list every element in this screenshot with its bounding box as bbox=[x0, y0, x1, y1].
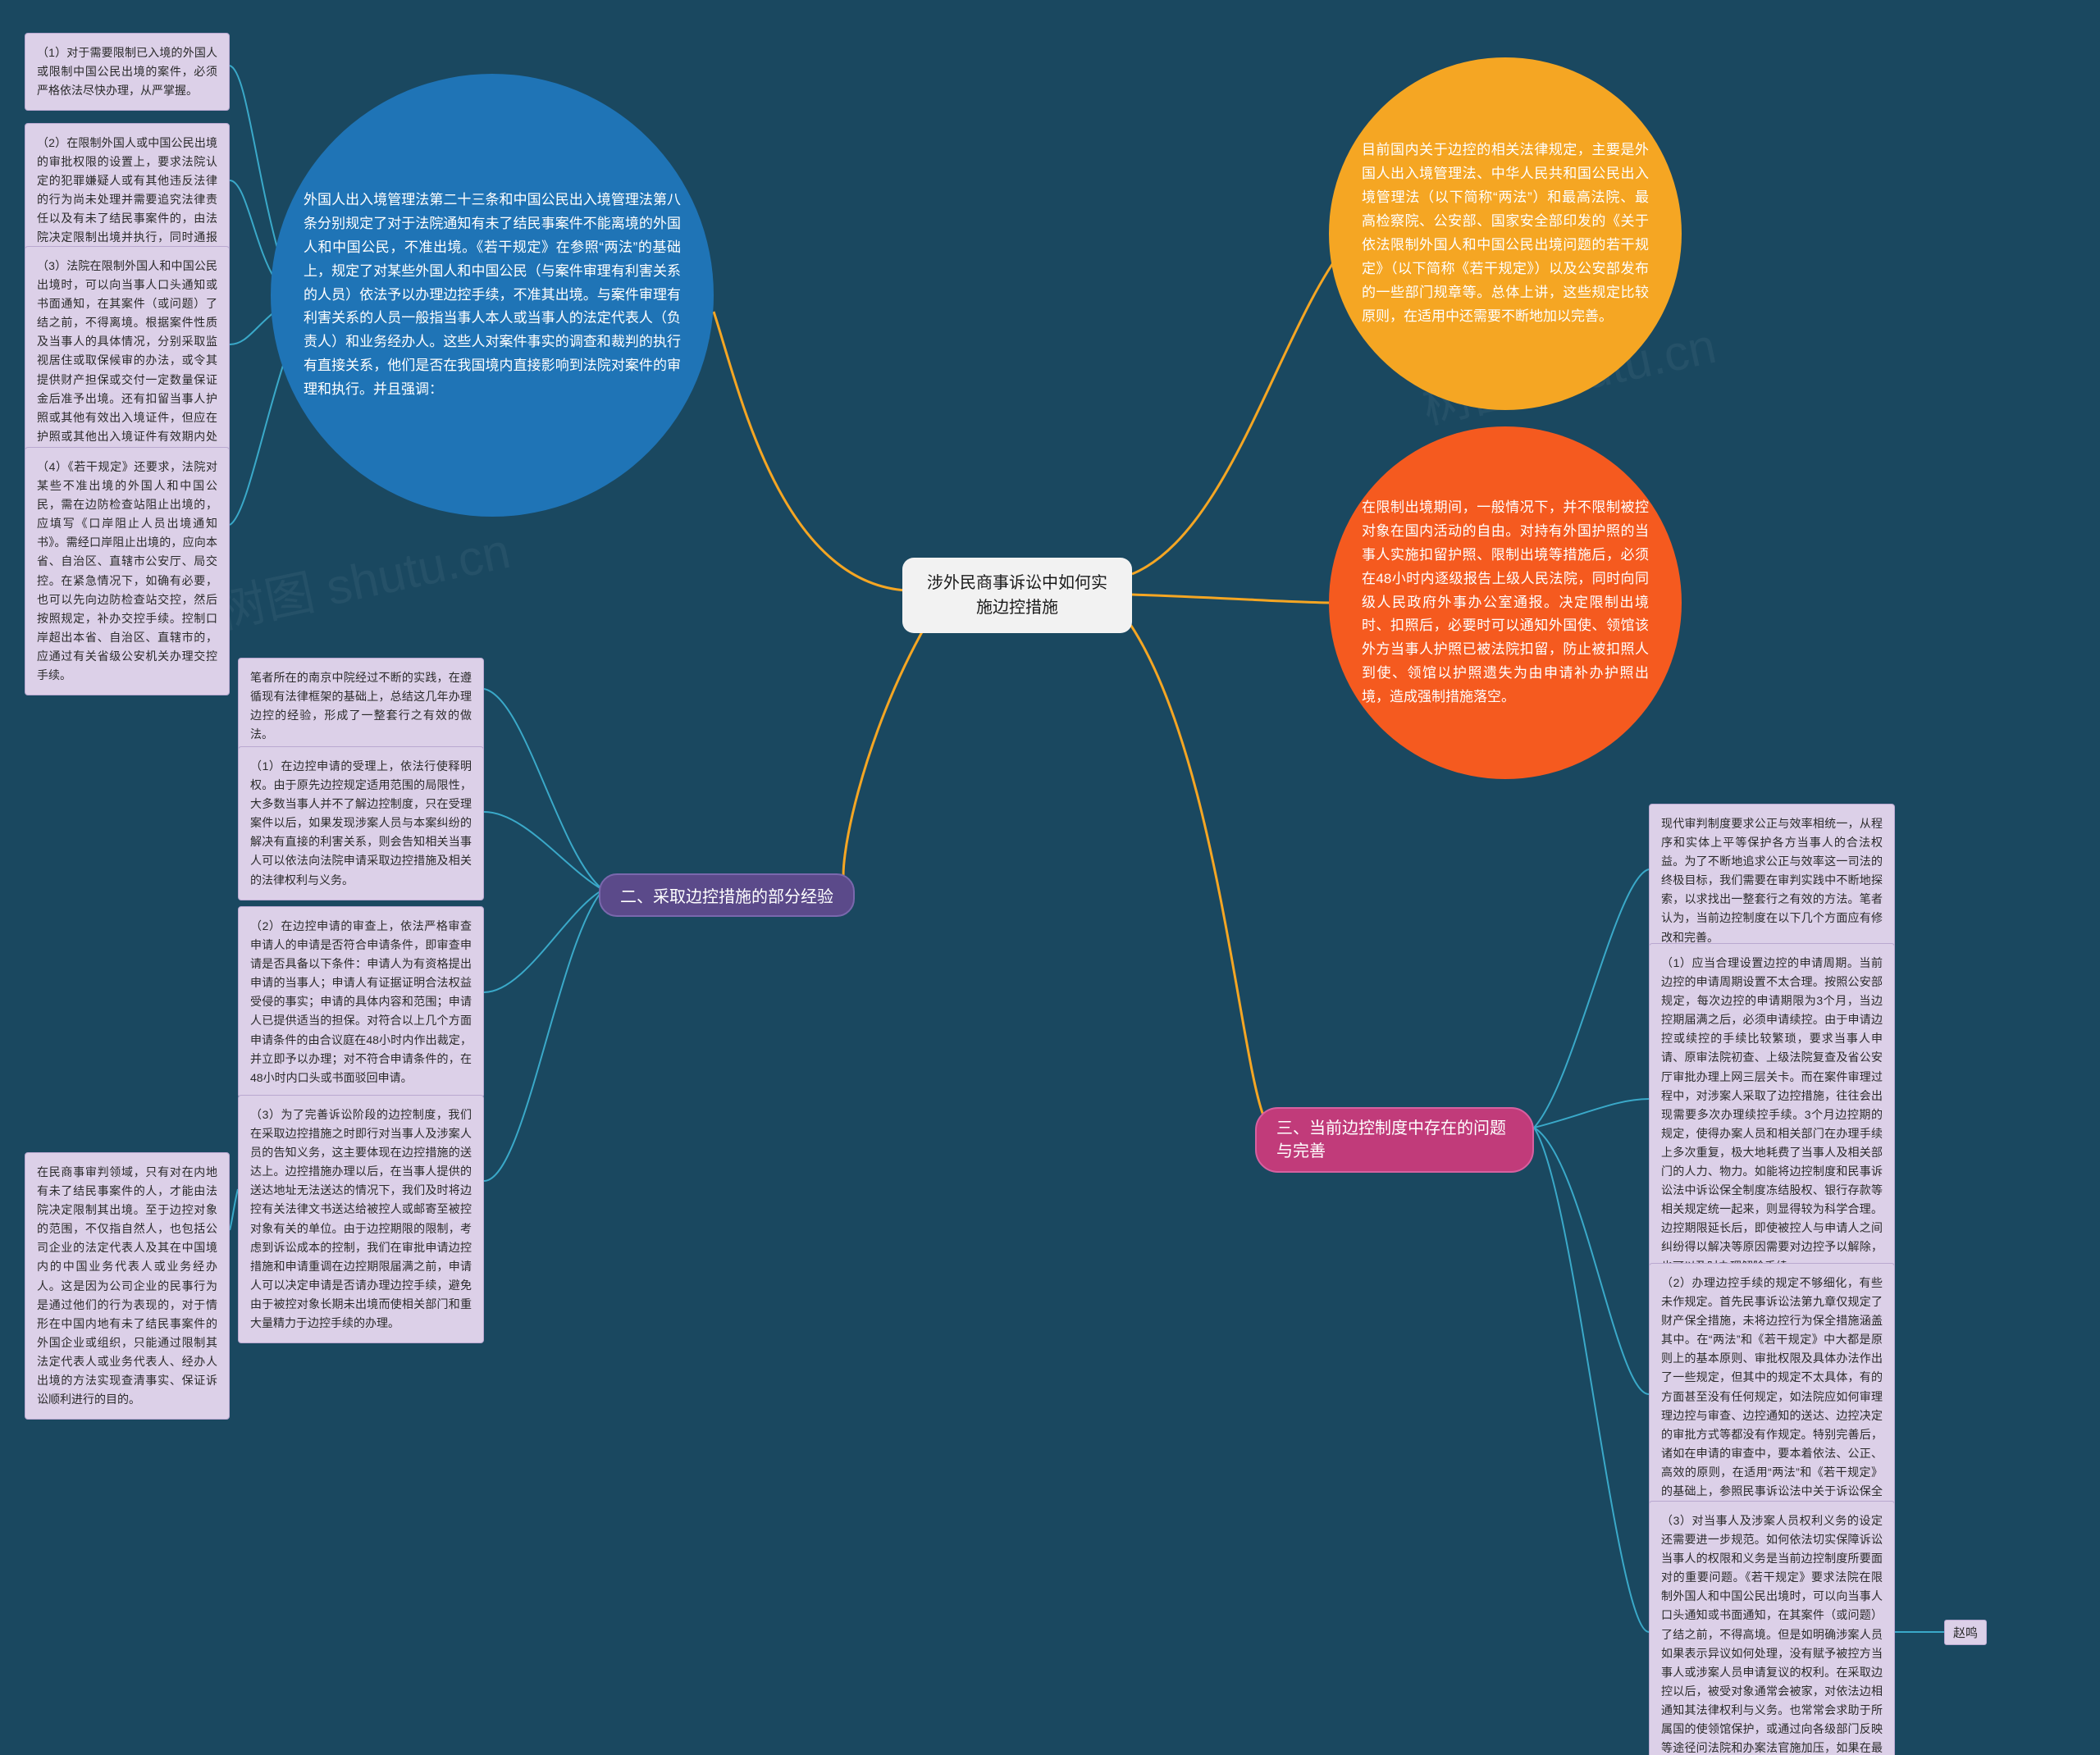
section3-label: 三、当前边控制度中存在的问题与完善 bbox=[1276, 1119, 1506, 1160]
watermark: 树图 shutu.cn bbox=[209, 511, 516, 643]
author-text: 赵鸣 bbox=[1953, 1626, 1978, 1640]
section3-intro[interactable]: 现代审判制度要求公正与效率相统一，从程序和实体上平等保护各方当事人的合法权益。为… bbox=[1649, 804, 1895, 958]
branch-yellow-text: 目前国内关于边控的相关法律规定，主要是外国人出入境管理法、中华人民共和国公民出入… bbox=[1362, 139, 1649, 328]
section2-child-0[interactable]: 笔者所在的南京中院经过不断的实践，在遵循现有法律框架的基础上，总结这几年办理边控… bbox=[238, 658, 484, 754]
center-topic-text: 涉外民商事诉讼中如何实施边控措施 bbox=[927, 574, 1107, 617]
blue-child-4[interactable]: （4）《若干规定》还要求，法院对某些不准出境的外国人和中国公民，需在边防检查站阻… bbox=[25, 447, 230, 695]
section3-pill[interactable]: 三、当前边控制度中存在的问题与完善 bbox=[1255, 1107, 1534, 1173]
branch-blue-text: 外国人出入境管理法第二十三条和中国公民出入境管理法第八条分别规定了对于法院通知有… bbox=[304, 189, 681, 402]
section3-child-2[interactable]: （3）对当事人及涉案人员权利义务的设定还需要进一步规范。如何依法切实保障诉讼当事… bbox=[1649, 1501, 1895, 1755]
section2-child-1-text: （1）在边控申请的受理上，依法行使释明权。由于原先边控规定适用范围的局限性，大多… bbox=[250, 759, 472, 887]
section2-child-0-text: 笔者所在的南京中院经过不断的实践，在遵循现有法律框架的基础上，总结这几年办理边控… bbox=[250, 671, 472, 741]
author-tag[interactable]: 赵鸣 bbox=[1944, 1620, 1987, 1645]
branch-yellow-bubble[interactable]: 目前国内关于边控的相关法律规定，主要是外国人出入境管理法、中华人民共和国公民出入… bbox=[1329, 57, 1682, 410]
section2-child-3[interactable]: （3）为了完善诉讼阶段的边控制度，我们在采取边控措施之时即行对当事人及涉案人员的… bbox=[238, 1095, 484, 1343]
section2-child-2-text: （2）在边控申请的审查上，依法严格审查申请人的申请是否符合申请条件，即审查申请是… bbox=[250, 919, 472, 1084]
blue-child-4-text: （4）《若干规定》还要求，法院对某些不准出境的外国人和中国公民，需在边防检查站阻… bbox=[37, 460, 217, 681]
section2-child-2[interactable]: （2）在边控申请的审查上，依法严格审查申请人的申请是否符合申请条件，即审查申请是… bbox=[238, 906, 484, 1098]
blue-child-1-text: （1）对于需要限制已入境的外国人或限制中国公民出境的案件，必须严格依法尽快办理，… bbox=[37, 46, 217, 97]
branch-blue-bubble[interactable]: 外国人出入境管理法第二十三条和中国公民出入境管理法第八条分别规定了对于法院通知有… bbox=[271, 74, 714, 517]
blue-child-2-text: （2）在限制外国人或中国公民出境的审批权限的设置上，要求法院认定的犯罪嫌疑人或有… bbox=[37, 136, 217, 263]
blue-child-1[interactable]: （1）对于需要限制已入境的外国人或限制中国公民出境的案件，必须严格依法尽快办理，… bbox=[25, 33, 230, 111]
section2-pill[interactable]: 二、采取边控措施的部分经验 bbox=[599, 873, 855, 917]
section3-child-0-text: （1）应当合理设置边控的申请周期。当前边控的申请周期设置不太合理。按照公安部规定… bbox=[1661, 956, 1883, 1273]
section3-intro-text: 现代审判制度要求公正与效率相统一，从程序和实体上平等保护各方当事人的合法权益。为… bbox=[1661, 817, 1883, 944]
branch-orange-text: 在限制出境期间，一般情况下，并不限制被控对象在国内活动的自由。对持有外国护照的当… bbox=[1362, 496, 1649, 709]
section2-child-3-text: （3）为了完善诉讼阶段的边控制度，我们在采取边控措施之时即行对当事人及涉案人员的… bbox=[250, 1108, 472, 1329]
branch-orange-bubble[interactable]: 在限制出境期间，一般情况下，并不限制被控对象在国内活动的自由。对持有外国护照的当… bbox=[1329, 426, 1682, 779]
section2-child-1[interactable]: （1）在边控申请的受理上，依法行使释明权。由于原先边控规定适用范围的局限性，大多… bbox=[238, 746, 484, 900]
section2-label: 二、采取边控措施的部分经验 bbox=[620, 888, 833, 906]
section3-child-2-text: （3）对当事人及涉案人员权利义务的设定还需要进一步规范。如何依法切实保障诉讼当事… bbox=[1661, 1514, 1883, 1755]
section3-child-0[interactable]: （1）应当合理设置边控的申请周期。当前边控的申请周期设置不太合理。按照公安部规定… bbox=[1649, 943, 1895, 1287]
center-topic[interactable]: 涉外民商事诉讼中如何实施边控措施 bbox=[902, 558, 1132, 633]
section2-child-4[interactable]: 在民商事审判领域，只有对在内地有未了结民事案件的人，才能由法院决定限制其出境。至… bbox=[25, 1152, 230, 1420]
section2-child-4-text: 在民商事审判领域，只有对在内地有未了结民事案件的人，才能由法院决定限制其出境。至… bbox=[37, 1165, 217, 1406]
